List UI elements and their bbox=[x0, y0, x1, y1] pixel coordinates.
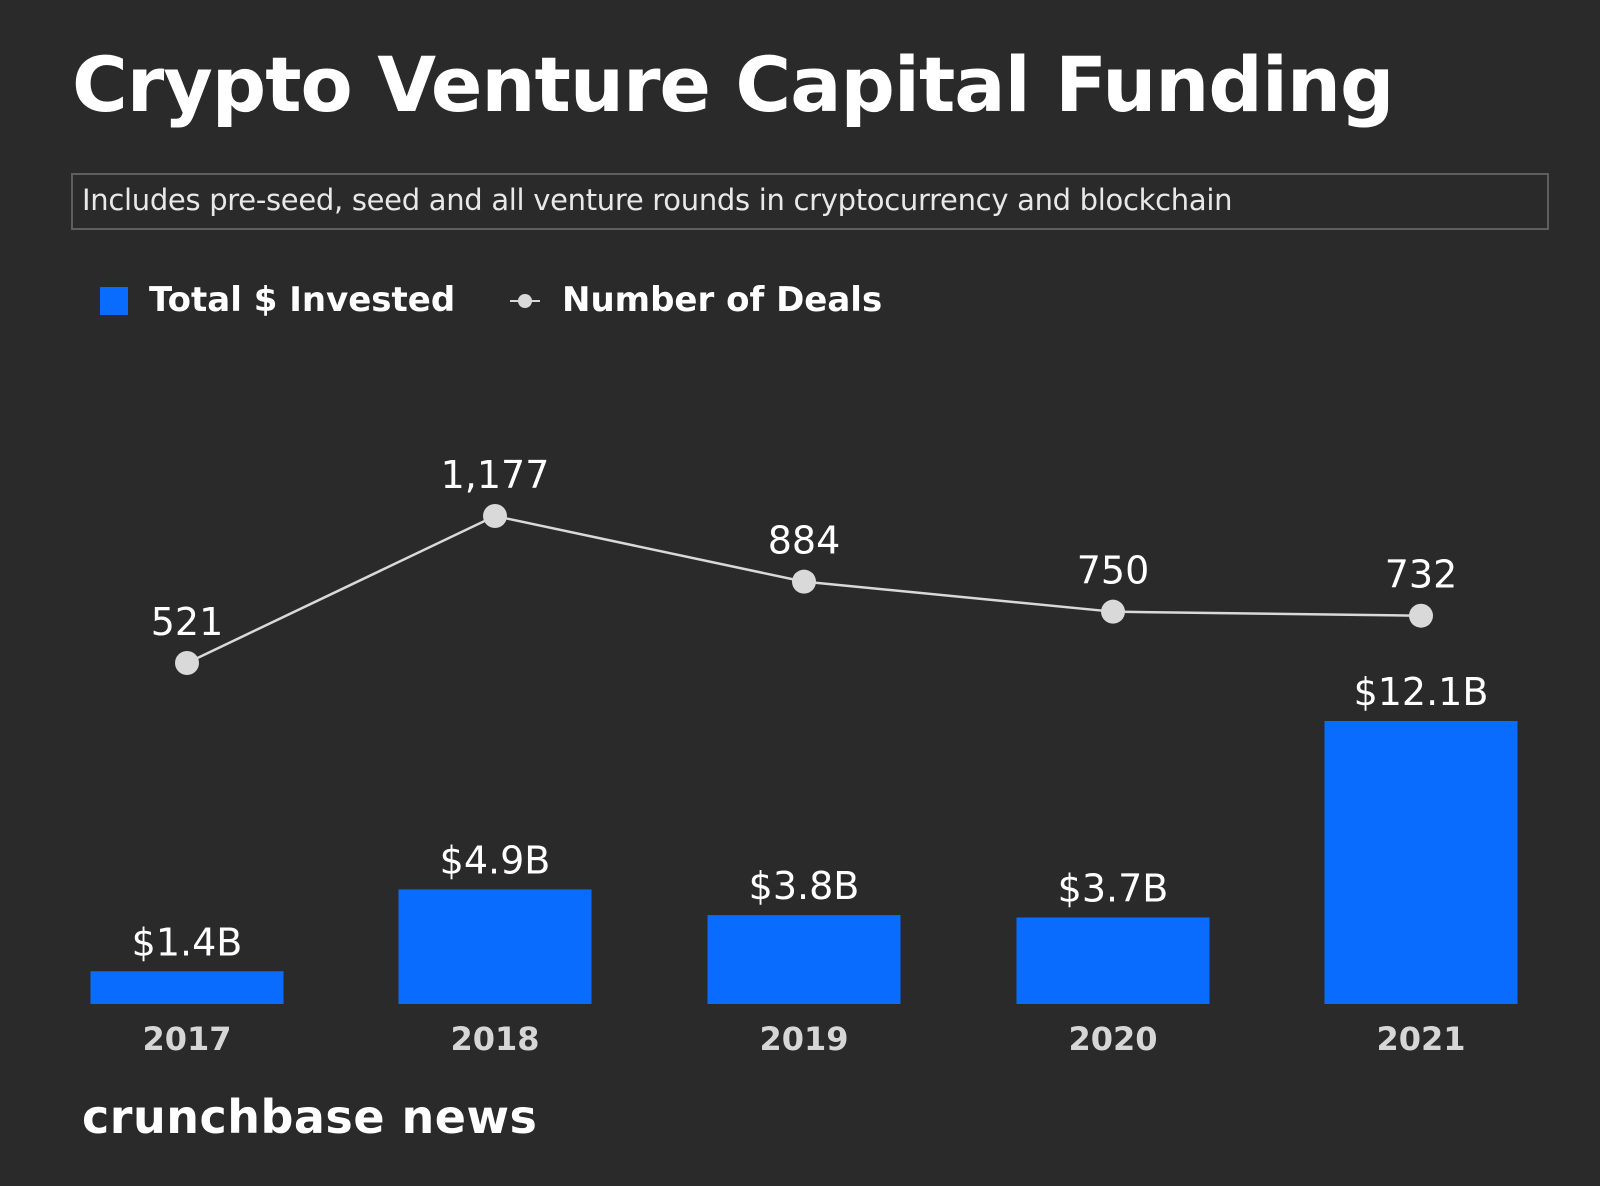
chart-legend: Total $ Invested Number of Deals bbox=[0, 280, 1600, 330]
x-tick-label-2020: 2020 bbox=[1068, 1020, 1157, 1058]
bar-2021 bbox=[1324, 721, 1518, 1004]
x-tick-label-2018: 2018 bbox=[450, 1020, 539, 1058]
deals-label-2019: 884 bbox=[768, 519, 841, 563]
bar-2017 bbox=[90, 971, 284, 1004]
bar-label-2017: $1.4B bbox=[132, 920, 243, 964]
bar-label-2021: $12.1B bbox=[1354, 670, 1489, 714]
x-tick-label-2019: 2019 bbox=[759, 1020, 848, 1058]
deals-point-2020 bbox=[1101, 599, 1125, 624]
x-tick-label-2021: 2021 bbox=[1376, 1020, 1465, 1058]
deals-label-2017: 521 bbox=[151, 600, 224, 644]
bar-2020 bbox=[1016, 917, 1210, 1004]
bar-label-2020: $3.7B bbox=[1058, 866, 1169, 910]
deals-point-2019 bbox=[792, 569, 816, 594]
x-tick-label-2017: 2017 bbox=[142, 1020, 231, 1058]
deals-point-2018 bbox=[483, 504, 507, 528]
deals-label-2018: 1,177 bbox=[441, 453, 550, 497]
bar-label-2019: $3.8B bbox=[749, 864, 860, 908]
bar-label-2018: $4.9B bbox=[440, 838, 551, 882]
brand-logo: crunchbase news bbox=[82, 1090, 538, 1144]
legend-label-total-invested: Total $ Invested bbox=[149, 280, 456, 320]
deals-label-2020: 750 bbox=[1077, 549, 1150, 593]
deals-label-2021: 732 bbox=[1385, 553, 1458, 597]
bar-2019 bbox=[707, 915, 901, 1004]
bar-2018 bbox=[398, 889, 592, 1004]
deals-point-2021 bbox=[1409, 603, 1433, 628]
chart-title: Crypto Venture Capital Funding bbox=[72, 40, 1394, 129]
legend-swatch-bar bbox=[100, 287, 128, 315]
legend-swatch-dot bbox=[518, 294, 532, 308]
chart-subtitle: Includes pre-seed, seed and all venture … bbox=[82, 183, 1233, 217]
deals-point-2017 bbox=[175, 651, 199, 675]
legend-label-number-of-deals: Number of Deals bbox=[562, 280, 883, 320]
subtitle-box: Includes pre-seed, seed and all venture … bbox=[71, 173, 1549, 230]
